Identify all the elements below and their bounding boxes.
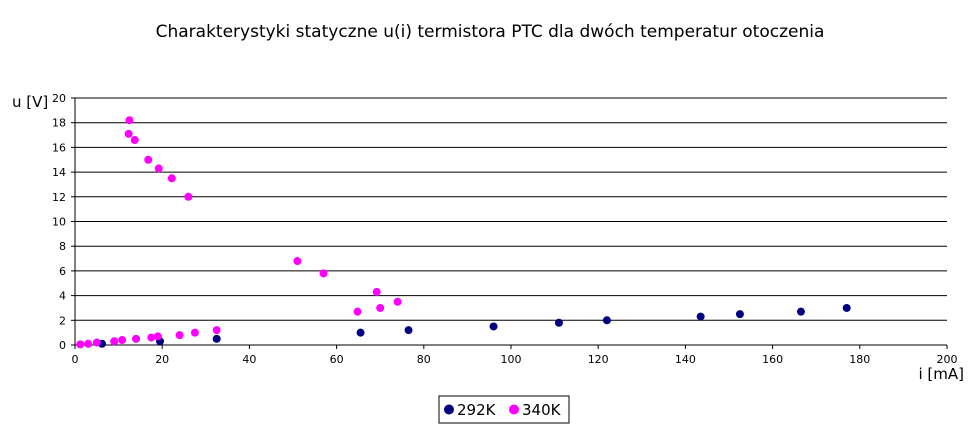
- y-tick-label-14: 14: [52, 166, 66, 179]
- data-point-340k-0: [76, 340, 85, 349]
- legend: 292K 340K: [438, 395, 570, 424]
- y-axis-ticks: 0 2 4 6 8 10 12 14 16 18 20: [52, 92, 75, 352]
- data-point-292k-2: [212, 334, 221, 343]
- x-tick-label-120: 120: [588, 353, 609, 366]
- data-points: [76, 116, 851, 349]
- data-point-340k-21: [372, 287, 381, 296]
- x-tick-label-100: 100: [501, 353, 522, 366]
- data-point-340k-11: [125, 116, 134, 125]
- x-tick-label-20: 20: [155, 353, 169, 366]
- y-tick-label-10: 10: [52, 216, 66, 229]
- data-point-340k-15: [154, 164, 163, 173]
- data-point-340k-20: [353, 307, 362, 316]
- data-point-340k-13: [130, 135, 139, 144]
- data-point-340k-19: [319, 269, 328, 278]
- chart-title: Charakterystyki statyczne u(i) termistor…: [156, 22, 825, 42]
- data-point-292k-6: [554, 318, 563, 327]
- y-tick-label-18: 18: [52, 117, 66, 130]
- data-point-292k-5: [489, 322, 498, 331]
- legend-marker-292k: [444, 404, 454, 415]
- y-tick-label-16: 16: [52, 141, 66, 154]
- data-point-340k-6: [147, 333, 156, 342]
- y-tick-label-2: 2: [59, 314, 66, 327]
- x-axis-ticks: 0 20 40 60 80 100 120 140 160 180 200: [72, 345, 958, 366]
- y-tick-label-8: 8: [59, 240, 66, 253]
- data-point-340k-22: [376, 303, 385, 312]
- y-tick-label-12: 12: [52, 191, 66, 204]
- data-point-340k-5: [132, 334, 141, 343]
- x-tick-label-60: 60: [330, 353, 344, 366]
- x-tick-label-40: 40: [242, 353, 256, 366]
- data-point-340k-12: [124, 129, 133, 138]
- x-tick-label-200: 200: [937, 353, 958, 366]
- y-tick-label-6: 6: [59, 265, 66, 278]
- data-point-340k-3: [110, 337, 119, 346]
- gridlines: [75, 97, 947, 321]
- x-tick-label-80: 80: [417, 353, 431, 366]
- y-axis-label: u [V]: [12, 93, 48, 111]
- data-point-292k-7: [602, 316, 611, 325]
- data-point-292k-9: [735, 310, 744, 319]
- data-point-340k-10: [212, 326, 221, 335]
- data-point-340k-18: [293, 257, 302, 266]
- series-340k: [76, 116, 402, 349]
- legend-marker-340k: [509, 404, 519, 415]
- data-point-340k-23: [393, 297, 402, 306]
- data-point-340k-1: [84, 339, 93, 348]
- data-point-340k-17: [184, 192, 193, 201]
- y-tick-label-20: 20: [52, 92, 66, 105]
- data-point-340k-16: [167, 174, 176, 183]
- x-axis-label: i [mA]: [918, 365, 964, 383]
- x-tick-label-160: 160: [762, 353, 783, 366]
- legend-box: [438, 395, 570, 424]
- data-point-340k-9: [190, 328, 199, 337]
- data-point-292k-3: [356, 328, 365, 337]
- y-tick-label-4: 4: [59, 290, 66, 303]
- legend-label-292k: 292K: [457, 401, 497, 419]
- y-tick-label-0: 0: [59, 339, 66, 352]
- x-tick-label-0: 0: [72, 353, 79, 366]
- data-point-340k-8: [175, 331, 184, 340]
- data-point-340k-7: [153, 332, 162, 341]
- data-point-340k-2: [92, 338, 101, 347]
- data-point-292k-10: [796, 307, 805, 316]
- x-tick-label-140: 140: [675, 353, 696, 366]
- x-tick-label-180: 180: [849, 353, 870, 366]
- legend-label-340k: 340K: [522, 401, 562, 419]
- series-292k: [98, 303, 851, 348]
- data-point-340k-4: [118, 336, 127, 345]
- data-point-340k-14: [144, 155, 153, 164]
- data-point-292k-11: [842, 303, 851, 312]
- data-point-292k-8: [696, 312, 705, 321]
- data-point-292k-4: [404, 326, 413, 335]
